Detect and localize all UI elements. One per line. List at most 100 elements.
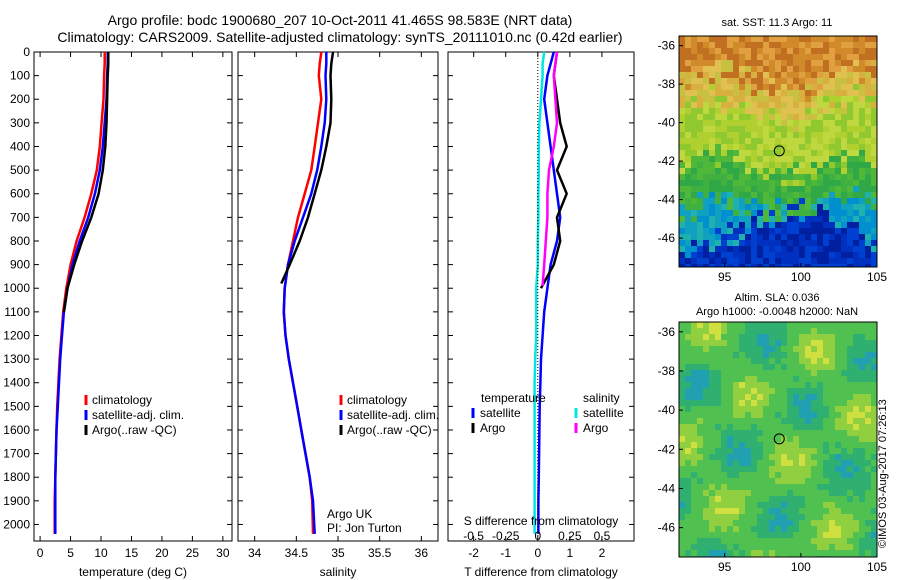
sst-map-cell [775, 192, 781, 198]
sla-map-cell [751, 472, 757, 478]
sla-map-cell [757, 346, 763, 352]
sla-map-cell [871, 340, 877, 346]
sla-map-cell [697, 376, 703, 382]
sla-map-cell [805, 472, 811, 478]
sla-map-cell [859, 532, 865, 538]
sla-map-cell [835, 496, 841, 502]
sla-map-cell [787, 508, 793, 514]
sst-map-cell [787, 204, 793, 210]
sla-map-cell [739, 400, 745, 406]
sst-map-cell [805, 96, 811, 102]
sst-map-cell [823, 120, 829, 126]
sst-map-cell [679, 156, 685, 162]
sla-map-cell [691, 364, 697, 370]
sla-map-cell [703, 532, 709, 538]
sst-map-cell [853, 240, 859, 246]
sst-map-cell [691, 96, 697, 102]
sla-map-cell [829, 484, 835, 490]
sst-map-cell [853, 96, 859, 102]
sla-map-cell [781, 448, 787, 454]
sst-map-cell [775, 264, 781, 267]
sla-map-cell [751, 400, 757, 406]
sal-legend-label: satellite-adj. clim. [347, 408, 439, 422]
sst-map-cell [781, 210, 787, 216]
sla-map-cell [709, 484, 715, 490]
sla-map-cell [853, 328, 859, 334]
sst-map-cell [739, 42, 745, 48]
sla-map-cell [697, 352, 703, 358]
sla-map-cell [841, 436, 847, 442]
sla-map-cell [787, 478, 793, 484]
sla-map-cell [745, 412, 751, 418]
sla-map-cell [811, 514, 817, 520]
sst-map-cell [763, 258, 769, 264]
sst-map-cell [709, 78, 715, 84]
diff-stick-label: 0 [534, 529, 541, 543]
sla-map-cell [751, 406, 757, 412]
sst-map-cell [847, 36, 853, 42]
sst-map-cell [853, 180, 859, 186]
sla-map-cell [739, 484, 745, 490]
sla-map-cell [679, 454, 685, 460]
sst-map-cell [775, 126, 781, 132]
sst-map-cell [727, 108, 733, 114]
temperature-profile-ytick-label: 1900 [3, 494, 30, 508]
sla-map-cell [859, 376, 865, 382]
sst-map-cell [709, 210, 715, 216]
sla-map-cell [859, 424, 865, 430]
sla-map-cell [739, 514, 745, 520]
sst-map-cell [757, 78, 763, 84]
sla-map-cell [685, 364, 691, 370]
sst-map-cell [823, 156, 829, 162]
sla-map-cell [715, 346, 721, 352]
sla-map-cell [817, 460, 823, 466]
sla-map-cell [727, 460, 733, 466]
sst-map-cell [733, 180, 739, 186]
sla-map-cell [733, 472, 739, 478]
sst-map-cell [835, 150, 841, 156]
sla-map-cell [847, 550, 853, 556]
sla-map-cell [769, 322, 775, 328]
sla-map-cell [835, 544, 841, 550]
sst-map-cell [871, 240, 877, 246]
sst-map-cell [835, 252, 841, 258]
sst-map-cell [745, 180, 751, 186]
sla-map-cell [679, 532, 685, 538]
sla-map-cell [787, 352, 793, 358]
sst-map-cell [865, 192, 871, 198]
sla-map-cell [691, 526, 697, 532]
sst-map-cell [757, 60, 763, 66]
sla-map-cell [745, 526, 751, 532]
diff-legend-title-s: salinity [583, 391, 620, 405]
sst-map-cell [679, 258, 685, 264]
sla-map-cell [685, 370, 691, 376]
sla-map-cell [721, 370, 727, 376]
sla-map-cell [841, 502, 847, 508]
sla-map-cell [841, 394, 847, 400]
sst-map-cell [709, 48, 715, 54]
sst-map-cell [697, 102, 703, 108]
sla-map-cell [805, 520, 811, 526]
sst-map-cell [685, 222, 691, 228]
sla-map-cell [823, 550, 829, 556]
sst-map-cell [853, 258, 859, 264]
sst-map-cell [811, 222, 817, 228]
sla-map-cell [751, 412, 757, 418]
sla-map-cell [769, 496, 775, 502]
sst-map-cell [799, 132, 805, 138]
sst-map-cell [853, 102, 859, 108]
sla-map-cell [835, 394, 841, 400]
sla-map-cell [787, 412, 793, 418]
sla-map-cell [727, 538, 733, 544]
sla-map-cell [727, 442, 733, 448]
sla-map-cell [763, 526, 769, 532]
sst-map-cell [769, 96, 775, 102]
sst-map-cell [847, 42, 853, 48]
sst-map-ytick-label: -38 [658, 77, 676, 91]
sst-map-cell [679, 174, 685, 180]
sla-map-cell [745, 502, 751, 508]
sla-map-cell [763, 436, 769, 442]
sst-map-cell [847, 264, 853, 267]
sla-map-cell [685, 322, 691, 328]
sla-map-cell [853, 472, 859, 478]
